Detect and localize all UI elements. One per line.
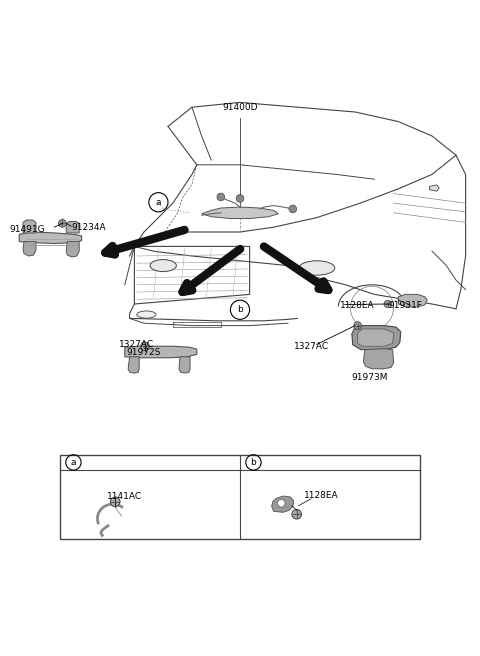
Polygon shape — [363, 348, 394, 369]
Polygon shape — [66, 241, 79, 257]
Ellipse shape — [150, 260, 177, 272]
Text: 91234A: 91234A — [72, 222, 106, 232]
Circle shape — [292, 510, 301, 519]
Text: 91491G: 91491G — [10, 225, 45, 234]
Circle shape — [289, 205, 297, 213]
Ellipse shape — [299, 261, 335, 276]
Circle shape — [141, 342, 149, 350]
Polygon shape — [23, 220, 36, 233]
Text: 91972S: 91972S — [127, 348, 161, 358]
Circle shape — [236, 195, 244, 202]
Polygon shape — [23, 241, 36, 256]
Text: a: a — [71, 458, 76, 467]
Text: 1327AC: 1327AC — [294, 342, 330, 351]
Polygon shape — [125, 346, 197, 358]
Text: b: b — [251, 458, 256, 467]
Bar — [60, 455, 420, 539]
Polygon shape — [19, 232, 82, 243]
Text: 91973M: 91973M — [351, 373, 388, 382]
Circle shape — [217, 193, 225, 201]
Polygon shape — [358, 329, 394, 346]
Circle shape — [59, 220, 66, 227]
Polygon shape — [352, 325, 401, 350]
Ellipse shape — [137, 311, 156, 318]
Polygon shape — [179, 357, 190, 373]
Text: b: b — [237, 305, 243, 314]
Polygon shape — [202, 207, 278, 218]
Polygon shape — [272, 496, 294, 512]
Text: 1128EA: 1128EA — [340, 301, 375, 310]
Circle shape — [354, 321, 361, 329]
Polygon shape — [128, 357, 139, 373]
Text: a: a — [156, 197, 161, 207]
Circle shape — [384, 300, 392, 308]
Circle shape — [110, 497, 120, 506]
Polygon shape — [398, 295, 427, 307]
Text: 1141AC: 1141AC — [107, 493, 143, 501]
Polygon shape — [430, 185, 439, 191]
Polygon shape — [66, 222, 79, 233]
Circle shape — [277, 499, 285, 507]
Text: 91400D: 91400D — [222, 103, 258, 112]
Text: 1128EA: 1128EA — [304, 491, 339, 501]
Text: 1327AC: 1327AC — [119, 340, 155, 349]
Text: 91931F: 91931F — [389, 301, 422, 310]
